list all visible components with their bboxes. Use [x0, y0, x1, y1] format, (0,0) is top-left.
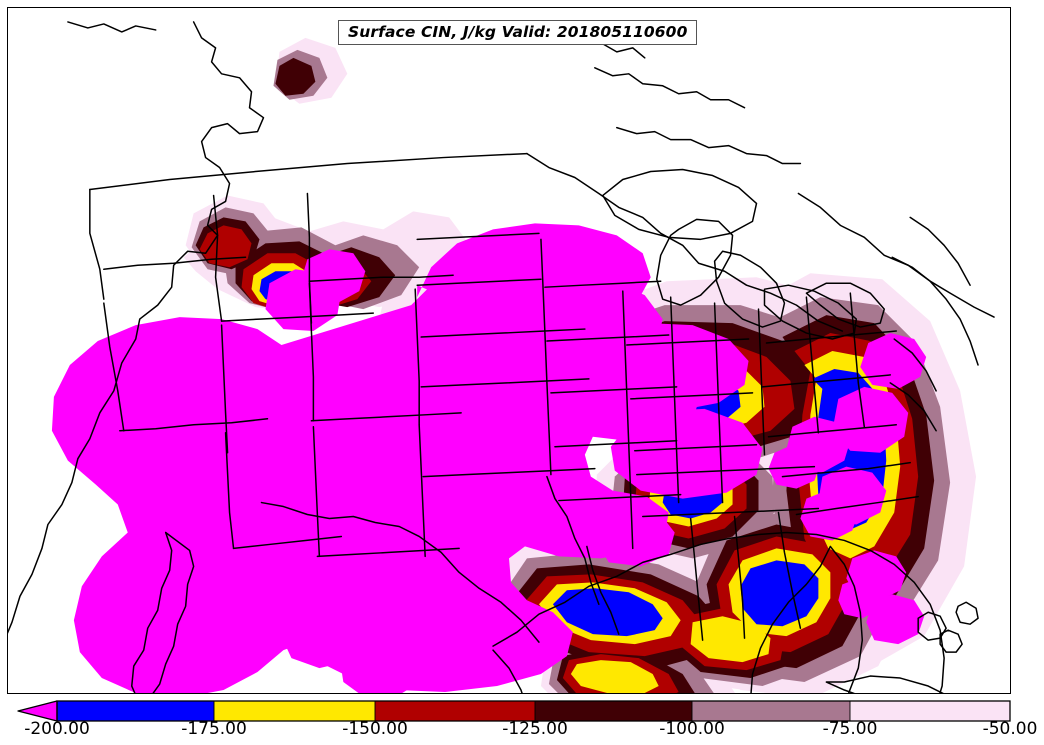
cin-colorbar[interactable]: -200.00 -175.00 -150.00 -125.00 -100.00 -75.0…	[0, 697, 1044, 745]
colorbar-segment-5	[850, 701, 1010, 721]
colorbar-tick-2: -150.00	[342, 719, 408, 739]
colorbar-segment-3	[535, 701, 692, 721]
colorbar-tick-0: -200.00	[24, 719, 90, 739]
colorbar-tick-3: -125.00	[502, 719, 568, 739]
colorbar-min-arrow	[17, 700, 58, 722]
map-title-box: Surface CIN, J/kg Valid: 201805110600	[338, 20, 698, 46]
colorbar-tick-6: -50.00	[982, 719, 1038, 739]
colorbar-tick-1: -175.00	[181, 719, 247, 739]
colorbar-tick-4: -100.00	[659, 719, 725, 739]
colorbar-segment-0	[57, 701, 214, 721]
colorbar-segment-1	[214, 701, 375, 721]
colorbar-swatches	[17, 700, 1011, 722]
map-title-text: Surface CIN, J/kg Valid: 201805110600	[348, 23, 688, 41]
cin-shading-layer	[51, 37, 977, 693]
colorbar-tick-labels: -200.00 -175.00 -150.00 -125.00 -100.00 -75.0…	[0, 719, 1044, 745]
map-raster	[8, 8, 1010, 693]
colorbar-tick-5: -75.00	[822, 719, 878, 739]
colorbar-segment-2	[375, 701, 535, 721]
map-panel[interactable]	[7, 7, 1011, 694]
colorbar-segment-4	[692, 701, 850, 721]
magenta-core	[51, 223, 927, 693]
